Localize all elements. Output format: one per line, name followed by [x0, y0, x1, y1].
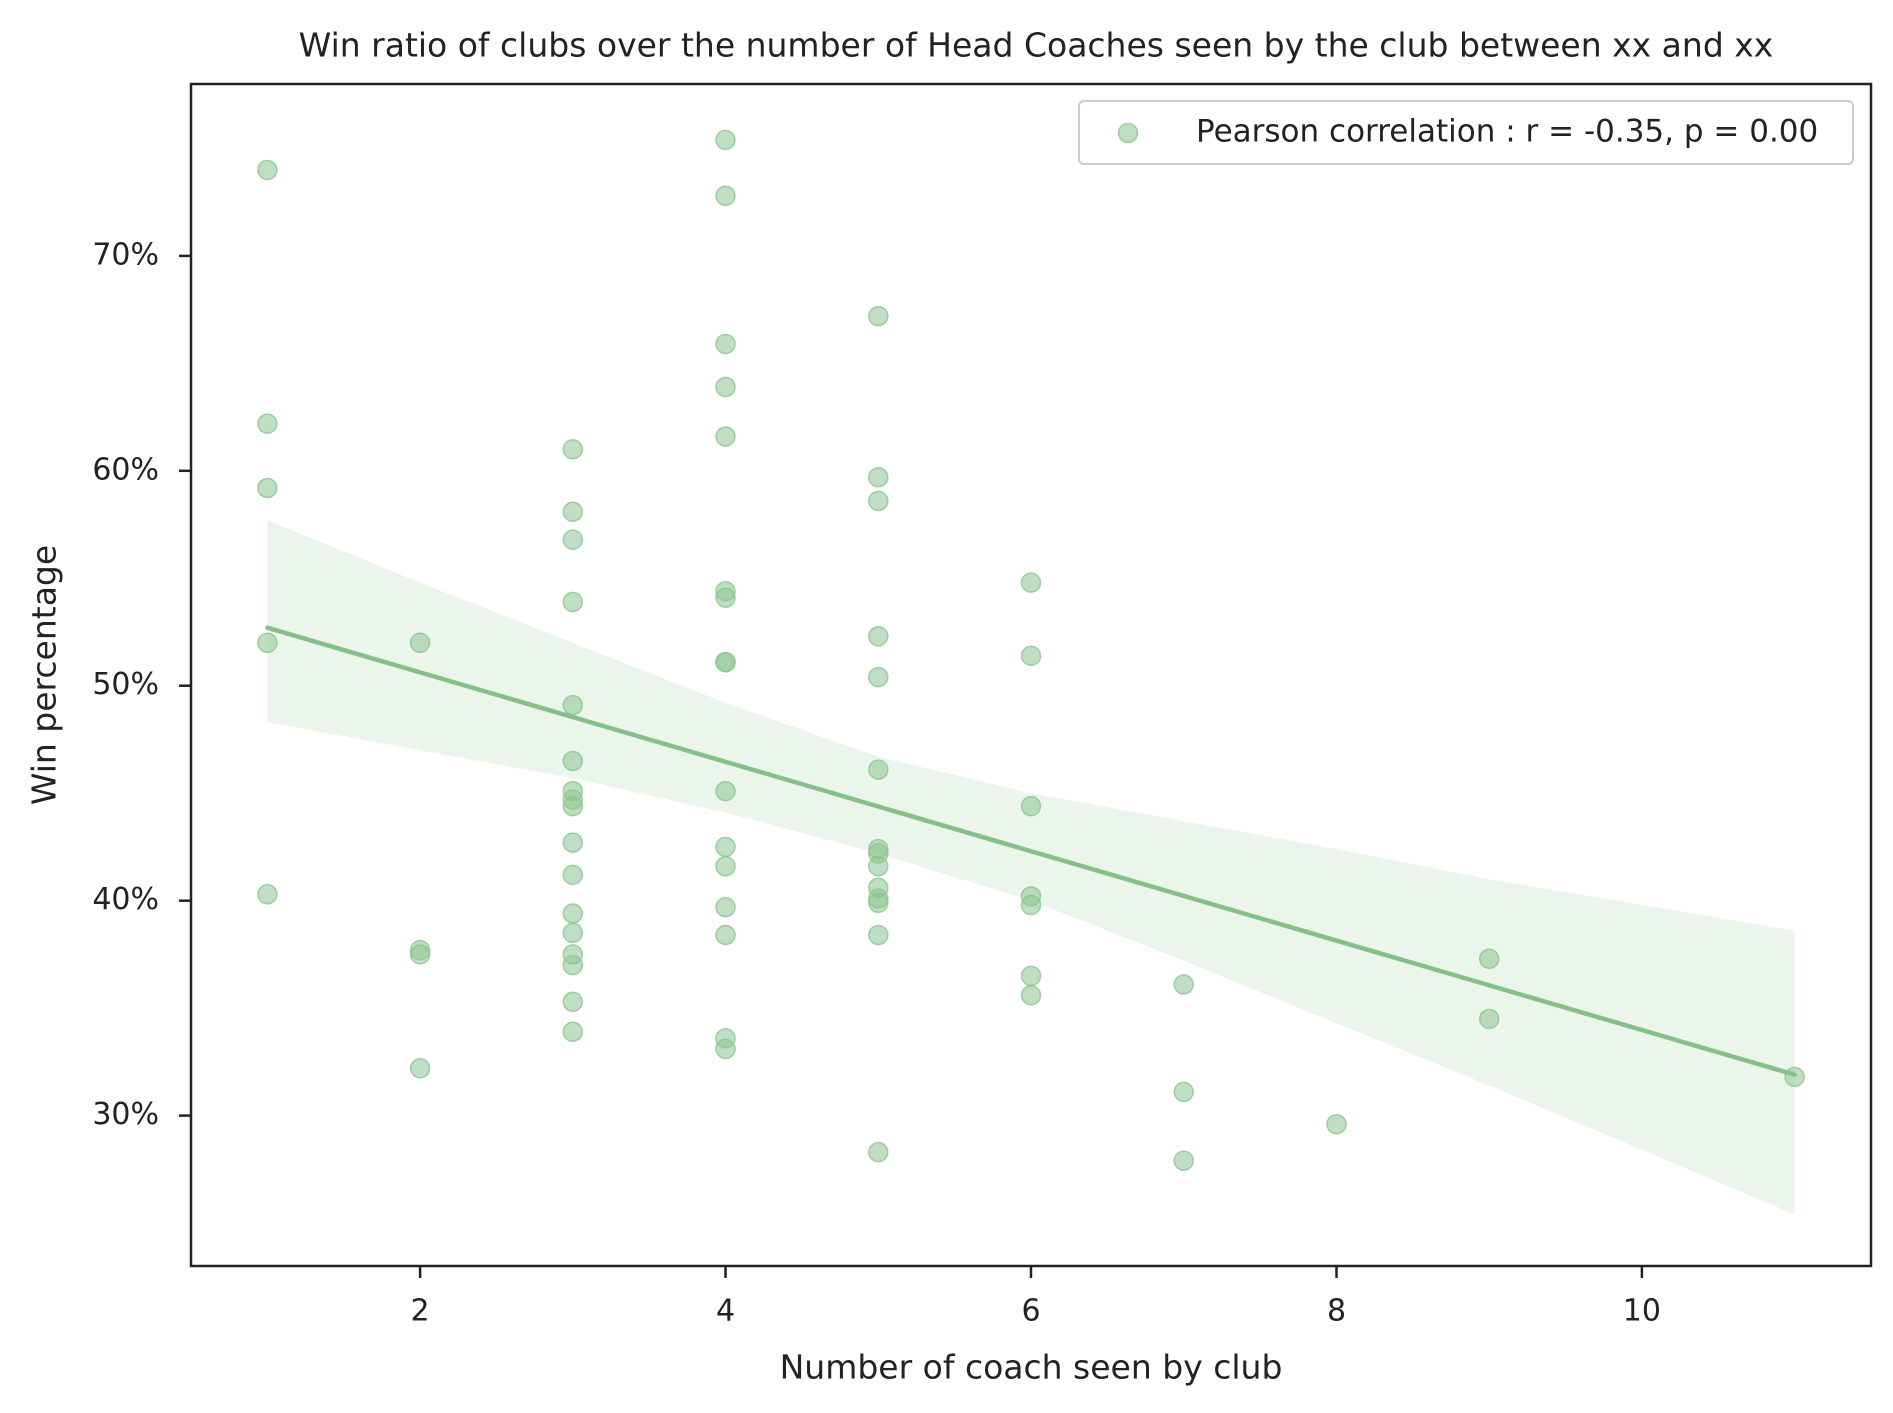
y-tick-label: 40% — [92, 882, 159, 917]
scatter-point — [715, 333, 736, 355]
scatter-point — [1020, 894, 1042, 916]
y-axis-ticks: 30% 40% 50% 60% 70% — [92, 237, 191, 1132]
scatter-point — [715, 129, 736, 151]
scatter-point — [562, 501, 584, 522]
scatter-point — [1173, 974, 1194, 995]
x-tick-label: 10 — [1623, 1294, 1661, 1329]
scatter-point — [409, 944, 431, 965]
scatter-point — [257, 883, 278, 905]
scatter-point — [1020, 645, 1042, 666]
scatter-point — [562, 864, 584, 886]
scatter-point — [868, 924, 889, 946]
scatter-point — [868, 1141, 889, 1163]
legend-marker — [1117, 122, 1139, 144]
scatter-point — [715, 896, 736, 918]
scatter-point — [1020, 795, 1042, 817]
scatter-point — [562, 439, 584, 460]
scatter-point — [562, 991, 584, 1012]
scatter-point — [1478, 1008, 1500, 1030]
scatter-point — [715, 856, 736, 877]
legend: Pearson correlation : r = -0.35, p = 0.0… — [1078, 100, 1854, 165]
scatter-point — [1478, 948, 1500, 969]
scatter-point — [1020, 965, 1042, 987]
legend-box — [1078, 100, 1854, 165]
scatter-point — [562, 529, 584, 550]
scatter-point — [562, 1021, 584, 1042]
scatter-point — [257, 159, 278, 181]
y-axis-label: Win percentage — [25, 545, 64, 805]
x-tick-label: 2 — [411, 1294, 430, 1329]
y-tick-label: 70% — [92, 237, 159, 272]
scatter-point — [562, 694, 584, 716]
x-axis-ticks: 2 4 6 8 10 — [411, 1266, 1661, 1329]
scatter-point — [868, 305, 889, 327]
scatter-point — [562, 750, 584, 772]
scatter-point — [868, 626, 889, 647]
scatter-point — [715, 924, 736, 946]
x-tick-label: 4 — [716, 1294, 735, 1329]
scatter-point — [409, 1058, 431, 1079]
scatter-point — [715, 780, 736, 802]
scatter-point — [715, 426, 736, 447]
scatter-point — [715, 651, 736, 673]
scatter-point — [868, 490, 889, 512]
confidence-band — [267, 520, 1795, 1215]
scatter-point — [562, 591, 584, 613]
scatter-point — [1020, 984, 1042, 1006]
scatter-point — [1173, 1150, 1194, 1171]
scatter-point — [562, 795, 584, 817]
scatter-point — [868, 467, 889, 488]
x-axis-label: Number of coach seen by club — [780, 1348, 1283, 1387]
scatter-point — [1173, 1081, 1194, 1103]
chart-title: Win ratio of clubs over the number of He… — [299, 26, 1774, 65]
scatter-point — [868, 759, 889, 780]
scatter-point — [562, 832, 584, 853]
scatter-point — [1020, 572, 1042, 593]
scatter-point — [868, 856, 889, 877]
confidence-band-layer — [267, 520, 1795, 1215]
scatter-point — [715, 836, 736, 858]
y-tick-label: 30% — [92, 1097, 159, 1132]
x-tick-label: 6 — [1021, 1294, 1040, 1329]
scatter-point — [409, 632, 431, 654]
scatter-point — [868, 892, 889, 914]
scatter-point — [1326, 1113, 1347, 1135]
regression-line-layer — [265, 625, 1797, 1077]
scatter-point — [257, 477, 278, 499]
scatter-point — [715, 1038, 736, 1060]
x-tick-label: 8 — [1327, 1294, 1346, 1329]
legend-label: Pearson correlation : r = -0.35, p = 0.0… — [1196, 114, 1818, 150]
scatter-point — [257, 413, 278, 434]
scatter-point — [715, 376, 736, 398]
scatter-point — [562, 922, 584, 944]
scatter-point — [562, 903, 584, 924]
scatter-point — [715, 587, 736, 608]
y-tick-label: 60% — [92, 452, 159, 487]
scatter-point — [715, 185, 736, 207]
scatter-points-layer — [257, 129, 1805, 1171]
scatter-point — [868, 666, 889, 688]
scatter-point — [562, 954, 584, 976]
y-tick-label: 50% — [92, 667, 159, 702]
scatter-point — [257, 632, 278, 654]
regression-line — [265, 625, 1797, 1077]
